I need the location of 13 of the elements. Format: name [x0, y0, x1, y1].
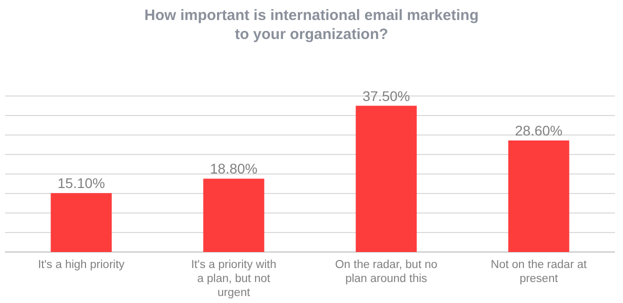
data-label: 15.10% — [58, 175, 105, 192]
x-tick-label: It's a high priority — [38, 259, 125, 271]
data-label: 18.80% — [210, 160, 258, 177]
x-tick-label: Not on the radar at present — [490, 259, 588, 285]
chart-title: How important is international email marketing to your organization? — [144, 7, 479, 43]
x-tick-label: On the radar, but no plan around this — [335, 259, 438, 285]
bar — [356, 106, 417, 252]
bar — [203, 178, 264, 252]
bar — [50, 193, 112, 252]
data-label: 28.60% — [515, 122, 562, 138]
bar — [508, 140, 570, 252]
x-tick-label: It's a priority with a plan, but not urgent — [191, 259, 276, 299]
data-label: 37.50% — [362, 88, 410, 104]
